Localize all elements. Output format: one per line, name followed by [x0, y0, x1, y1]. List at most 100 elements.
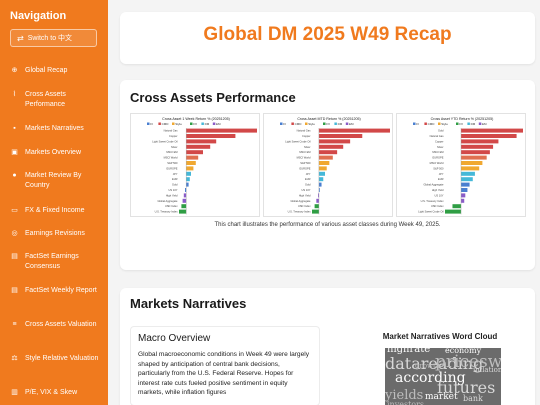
legend-swatch	[147, 122, 150, 125]
legend-label: FX	[193, 122, 197, 126]
legend-label: CMD	[428, 122, 436, 126]
chart-bar	[183, 193, 187, 198]
legend-label: DM	[205, 122, 210, 126]
sidebar-item-label: P/E, VIX & Skew	[25, 389, 78, 396]
chart-bar	[318, 182, 322, 187]
wordcloud-word: yields	[385, 388, 424, 403]
scale-icon: ⚖	[11, 355, 18, 362]
category-label: S&P 500	[433, 166, 444, 170]
wordcloud-word: inflation	[473, 366, 501, 374]
chart-bar	[318, 128, 390, 133]
chart-bar	[318, 177, 324, 182]
chart-bar	[318, 155, 333, 160]
language-switch-label: Switch to 中文	[27, 35, 73, 42]
wordcloud-image: highratedatareadingpricesweekaccordingfu…	[385, 348, 501, 405]
category-label: Copper	[302, 134, 311, 138]
chart-bar	[318, 150, 338, 155]
sidebar-item-cross-assets[interactable]: ⌇ Cross Assets Performance	[10, 90, 102, 110]
document-icon: ▤	[11, 253, 18, 260]
macro-overview-title: Macro Overview	[138, 333, 211, 344]
category-label: High Yield	[166, 193, 178, 197]
legend-swatch	[291, 122, 294, 125]
sidebar-item-label: Cross Assets Performance	[25, 91, 66, 108]
chart-bar	[318, 193, 319, 198]
bar-chart-icon: ▥	[11, 389, 18, 396]
sidebar-item-narratives[interactable]: ▪ Markets Narratives	[10, 124, 102, 134]
legend-swatch	[467, 122, 470, 125]
chart-caption: This chart illustrates the performance o…	[214, 222, 441, 228]
sidebar: Navigation ⇄ Switch to 中文 ⊕ Global Recap…	[0, 0, 108, 405]
legend-label: EM	[349, 122, 354, 126]
category-label: Global Aggregate	[157, 199, 178, 203]
legend-swatch	[413, 122, 416, 125]
wordcloud-word: bank	[463, 394, 483, 403]
category-label: JPY	[439, 172, 444, 176]
chart-bar	[318, 139, 351, 144]
category-label: Silver	[304, 145, 311, 149]
sidebar-item-factset-consensus[interactable]: ▤ FactSet Earnings Consensus	[10, 252, 102, 272]
sidebar-item-earnings-revisions[interactable]: ◎ Earnings Revisions	[10, 229, 102, 239]
sidebar-item-markets-overview[interactable]: ▣ Markets Overview	[10, 148, 102, 158]
legend-swatch	[478, 122, 482, 125]
title-card: Global DM 2025 W49 Recap	[120, 12, 535, 64]
macro-overview-text: Global macroeconomic conditions in Week …	[138, 351, 310, 397]
category-label: EUR	[172, 177, 178, 181]
category-label: Natural Gas	[164, 129, 179, 133]
wordcloud-title: Market Narratives Word Cloud	[382, 332, 498, 341]
category-label: U.S. Treasury Index	[155, 210, 179, 214]
chart-bar	[186, 144, 211, 149]
wordcloud-word: datareading	[385, 354, 484, 373]
chat-icon: ▪	[13, 125, 16, 132]
main-content: Global DM 2025 W49 Recap Cross Assets Pe…	[108, 0, 540, 405]
chart-bar	[461, 171, 475, 176]
sidebar-item-factset-weekly[interactable]: ▤ FactSet Weekly Report	[10, 286, 102, 296]
category-label: MSCI World	[297, 156, 311, 160]
chart-bar	[318, 161, 330, 165]
calendar-icon: ▣	[11, 149, 18, 156]
category-label: JPY	[306, 172, 311, 176]
sidebar-item-market-review-country[interactable]: ● Market Review By Country	[10, 171, 102, 191]
legend-label: CMD	[295, 122, 303, 126]
category-label: JPY	[173, 172, 178, 176]
nav-title: Navigation	[10, 10, 67, 22]
category-label: Gold	[438, 129, 444, 133]
category-label: Global Aggregate	[290, 199, 311, 203]
legend-label: Style	[308, 122, 315, 126]
money-icon: ▭	[11, 207, 18, 214]
chart-bar	[461, 188, 468, 192]
sidebar-item-label: Global Recap	[25, 67, 68, 74]
refresh-icon: ◎	[11, 230, 18, 237]
section-title-narratives: Markets Narratives	[130, 296, 247, 311]
chart-bar	[461, 193, 466, 198]
category-label: EUROPE	[300, 166, 311, 170]
legend-swatch	[424, 122, 427, 125]
legend-swatch	[456, 122, 459, 125]
legend-swatch	[280, 122, 283, 125]
legend-swatch	[305, 122, 308, 125]
category-label: U.S. Treasury Index	[288, 210, 312, 214]
sidebar-item-pe-vix[interactable]: ▥ P/E, VIX & Skew	[10, 388, 102, 398]
section-title-cross-assets: Cross Assets Performance	[130, 90, 296, 105]
category-label: USD Index	[165, 204, 178, 208]
category-label: EUR	[438, 177, 444, 181]
category-label: EUR	[305, 177, 311, 181]
category-label: EUROPE	[167, 166, 178, 170]
chart-bar	[179, 209, 187, 214]
chart-bar	[318, 166, 327, 171]
sidebar-item-global-recap[interactable]: ⊕ Global Recap	[10, 66, 102, 76]
category-label: Gold	[172, 183, 178, 187]
switch-icon: ⇄	[17, 33, 24, 43]
sidebar-item-style-relative[interactable]: ⚖ Style Relative Valuation	[10, 354, 102, 364]
category-label: MSCI EM	[166, 150, 177, 154]
legend-label: FX	[326, 122, 330, 126]
language-switch-button[interactable]: ⇄ Switch to 中文	[10, 29, 97, 47]
legend-label: DM	[338, 122, 343, 126]
chart-bar	[186, 139, 217, 144]
category-label: MSCI EM	[299, 150, 310, 154]
sidebar-item-fx-fixed-income[interactable]: ▭ FX & Fixed Income	[10, 206, 102, 216]
wordcloud-word: market	[425, 392, 458, 402]
sidebar-item-cross-assets-valuation[interactable]: ≡ Cross Assets Valuation	[10, 320, 102, 330]
chart-bar	[186, 166, 194, 171]
category-label: Copper	[435, 139, 444, 143]
chart-bar	[452, 204, 462, 209]
